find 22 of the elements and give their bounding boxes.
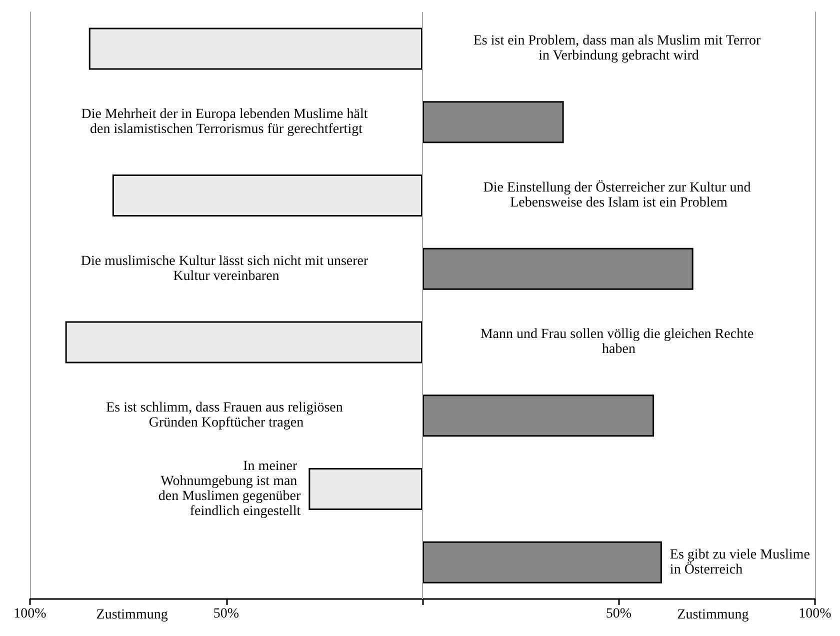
y-tick-label: Die Mehrheit der in Europa lebenden Muslime hält den islamistischen Terrorismus für gerechtfertigt <box>81 107 372 138</box>
y-tick-label: Es ist schlimm, dass Frauen aus religiösen Gründen Kopftücher tragen <box>106 400 346 431</box>
bar <box>88 28 422 70</box>
bar <box>422 101 564 144</box>
y-tick-label: In meiner Wohnumgebung ist man den Muslimen gegenüber feindlich eingestellt <box>158 458 302 519</box>
bar <box>65 321 422 364</box>
bar <box>112 174 422 216</box>
y-tick-label: Die Einstellung der Österreicher zur Kultur und Lebensweise des Islam ist ein Problem <box>483 179 754 210</box>
y-tick-label: Die muslimische Kultur lässt sich nicht mit unserer Kultur vereinbaren <box>80 254 372 284</box>
x-tick-label: 100% <box>798 606 832 622</box>
bar <box>422 541 662 584</box>
text: Zustimmung <box>96 608 168 622</box>
bar <box>422 394 654 437</box>
y-tick-label: Es gibt zu viele Muslime in Österreich <box>670 547 814 578</box>
bar <box>308 468 422 510</box>
x-tick-label: 100% <box>14 606 47 622</box>
bar <box>422 248 694 290</box>
y-tick-label: Mann und Frau sollen völlig die gleichen Rechte haben <box>480 327 758 358</box>
y-tick-label: Es ist ein Problem, dass man als Muslim mit Terror in Verbindung gebracht wird <box>473 34 764 64</box>
x-tick-label: 50% <box>213 606 240 622</box>
x-tick-label: 50% <box>606 606 632 622</box>
text: Zustimmung <box>677 608 749 622</box>
